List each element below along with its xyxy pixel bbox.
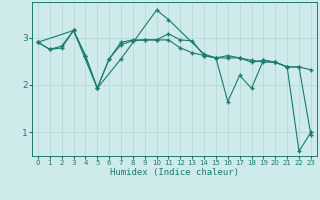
X-axis label: Humidex (Indice chaleur): Humidex (Indice chaleur) xyxy=(110,168,239,177)
